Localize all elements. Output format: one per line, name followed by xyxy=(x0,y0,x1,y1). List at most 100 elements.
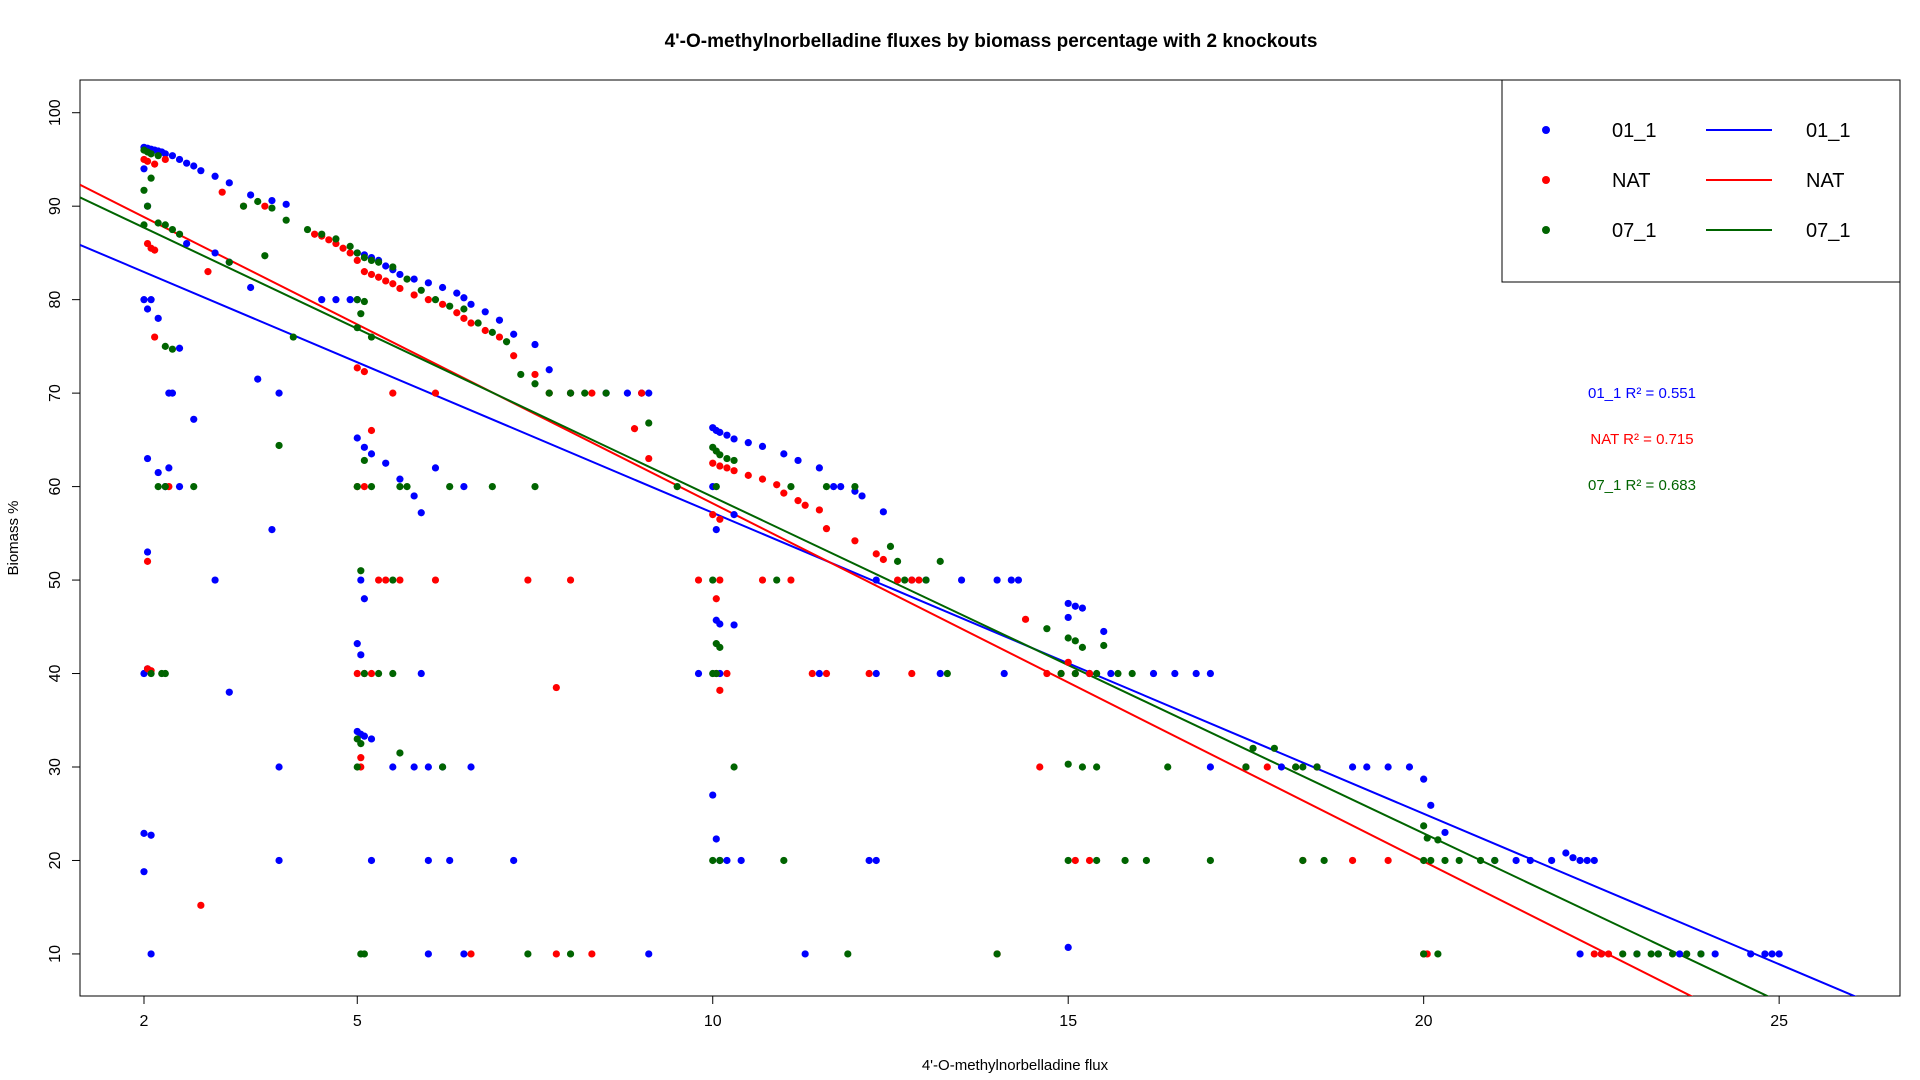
data-point-07_1 xyxy=(1242,763,1250,771)
data-point-01_1 xyxy=(744,439,752,447)
data-point-07_1 xyxy=(1320,856,1328,865)
data-point-01_1 xyxy=(545,366,553,374)
data-point-01_1 xyxy=(1576,856,1584,865)
data-point-01_1 xyxy=(161,150,169,158)
data-point-NAT xyxy=(357,754,365,762)
data-point-07_1 xyxy=(446,482,454,491)
data-point-07_1 xyxy=(780,856,788,865)
data-point-07_1 xyxy=(438,763,447,771)
data-point-07_1 xyxy=(1142,856,1151,865)
data-point-07_1 xyxy=(901,576,909,584)
data-point-01_1 xyxy=(829,482,838,491)
data-point-NAT xyxy=(872,550,880,558)
data-point-01_1 xyxy=(254,375,262,383)
data-point-01_1 xyxy=(143,548,152,556)
data-point-01_1 xyxy=(1747,950,1755,958)
data-point-NAT xyxy=(815,506,823,514)
data-point-07_1 xyxy=(1668,950,1677,958)
data-point-01_1 xyxy=(1149,669,1158,678)
data-point-01_1 xyxy=(815,464,823,472)
data-point-01_1 xyxy=(1562,849,1570,857)
data-point-01_1 xyxy=(147,831,155,839)
data-point-01_1 xyxy=(1206,763,1214,771)
data-point-01_1 xyxy=(183,239,191,248)
data-point-01_1 xyxy=(993,576,1001,584)
data-point-01_1 xyxy=(410,492,418,500)
data-point-01_1 xyxy=(140,868,148,876)
data-point-01_1 xyxy=(346,296,354,304)
data-point-07_1 xyxy=(545,389,553,397)
data-point-07_1 xyxy=(712,669,720,678)
data-point-07_1 xyxy=(143,202,152,210)
data-point-NAT xyxy=(1036,763,1044,771)
data-point-01_1 xyxy=(211,576,219,584)
data-point-07_1 xyxy=(1420,856,1428,865)
data-point-07_1 xyxy=(239,202,248,210)
data-point-NAT xyxy=(794,497,802,505)
data-point-01_1 xyxy=(275,763,283,771)
data-point-NAT xyxy=(531,370,539,379)
data-point-07_1 xyxy=(303,225,312,234)
data-point-01_1 xyxy=(175,344,184,352)
data-point-01_1 xyxy=(709,791,717,799)
r2-label-07_1: 07_1 R² = 0.683 xyxy=(1588,477,1696,494)
data-point-01_1 xyxy=(154,468,162,477)
data-point-07_1 xyxy=(936,557,944,565)
data-point-01_1 xyxy=(712,835,720,843)
legend-box xyxy=(1501,79,1901,283)
data-point-07_1 xyxy=(1093,669,1101,678)
data-point-01_1 xyxy=(382,262,390,270)
data-point-07_1 xyxy=(357,567,365,575)
data-point-07_1 xyxy=(367,333,376,341)
data-point-07_1 xyxy=(488,482,496,491)
data-point-07_1 xyxy=(396,482,404,491)
data-point-07_1 xyxy=(844,950,852,958)
data-point-01_1 xyxy=(360,443,368,451)
fit-lines xyxy=(80,183,1857,996)
data-point-07_1 xyxy=(822,482,831,491)
data-point-NAT xyxy=(353,256,361,264)
data-point-07_1 xyxy=(1654,950,1662,958)
data-point-NAT xyxy=(1085,856,1094,865)
data-point-01_1 xyxy=(197,167,205,175)
data-point-07_1 xyxy=(1299,763,1307,771)
data-point-07_1 xyxy=(1206,856,1214,865)
data-point-01_1 xyxy=(424,279,432,287)
data-point-07_1 xyxy=(367,482,376,491)
data-point-01_1 xyxy=(716,620,724,628)
data-point-07_1 xyxy=(346,242,354,250)
data-point-NAT xyxy=(1384,856,1392,865)
data-point-01_1 xyxy=(936,669,944,678)
data-point-07_1 xyxy=(566,389,575,397)
data-point-01_1 xyxy=(723,431,731,439)
data-point-NAT xyxy=(353,669,361,678)
data-point-07_1 xyxy=(140,221,148,229)
data-point-NAT xyxy=(396,284,404,293)
data-point-NAT xyxy=(460,314,468,322)
data-point-07_1 xyxy=(161,221,169,229)
data-point-NAT xyxy=(382,576,390,584)
data-point-07_1 xyxy=(275,441,283,450)
data-point-01_1 xyxy=(1761,950,1769,958)
fit-line-NAT xyxy=(80,183,1694,996)
data-point-NAT xyxy=(410,291,418,299)
data-point-01_1 xyxy=(467,300,475,308)
data-point-07_1 xyxy=(1078,763,1087,771)
data-point-01_1 xyxy=(275,389,283,397)
data-point-07_1 xyxy=(773,576,781,584)
data-point-07_1 xyxy=(602,389,610,397)
data-point-01_1 xyxy=(140,296,148,304)
data-point-07_1 xyxy=(943,669,951,678)
data-point-01_1 xyxy=(716,428,724,436)
data-point-01_1 xyxy=(143,305,152,313)
data-point-07_1 xyxy=(403,275,411,283)
data-point-07_1 xyxy=(716,643,724,651)
y-tick-label: 100 xyxy=(47,99,64,126)
data-point-NAT xyxy=(822,525,831,533)
data-point-NAT xyxy=(151,333,159,341)
data-point-01_1 xyxy=(225,179,233,187)
data-point-NAT xyxy=(915,576,923,584)
data-point-01_1 xyxy=(467,763,475,771)
data-point-07_1 xyxy=(168,225,177,234)
